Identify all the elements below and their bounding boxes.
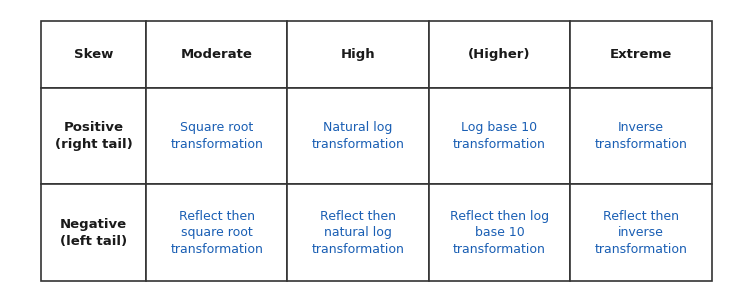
Text: Negative
(left tail): Negative (left tail) xyxy=(60,218,127,247)
Bar xyxy=(570,21,712,88)
Text: Reflect then
inverse
transformation: Reflect then inverse transformation xyxy=(594,210,687,256)
Bar xyxy=(429,21,570,88)
Bar xyxy=(146,21,288,88)
Text: Reflect then
natural log
transformation: Reflect then natural log transformation xyxy=(312,210,404,256)
Bar xyxy=(41,184,146,281)
Bar xyxy=(288,184,429,281)
Text: Moderate: Moderate xyxy=(181,48,253,61)
Text: Reflect then
square root
transformation: Reflect then square root transformation xyxy=(170,210,264,256)
Text: Skew: Skew xyxy=(74,48,114,61)
Text: Square root
transformation: Square root transformation xyxy=(170,121,264,151)
Bar xyxy=(429,88,570,184)
Text: Natural log
transformation: Natural log transformation xyxy=(312,121,404,151)
Text: Positive
(right tail): Positive (right tail) xyxy=(55,121,133,151)
Text: Extreme: Extreme xyxy=(610,48,672,61)
Bar xyxy=(288,21,429,88)
Bar xyxy=(429,184,570,281)
Text: (Higher): (Higher) xyxy=(468,48,531,61)
Text: Log base 10
transformation: Log base 10 transformation xyxy=(453,121,546,151)
Text: Inverse
transformation: Inverse transformation xyxy=(594,121,687,151)
Bar xyxy=(146,88,288,184)
Bar xyxy=(570,88,712,184)
Bar xyxy=(288,88,429,184)
Bar xyxy=(570,184,712,281)
Bar xyxy=(146,184,288,281)
Bar xyxy=(41,88,146,184)
Text: High: High xyxy=(341,48,376,61)
Bar xyxy=(41,21,146,88)
Text: Reflect then log
base 10
transformation: Reflect then log base 10 transformation xyxy=(450,210,549,256)
